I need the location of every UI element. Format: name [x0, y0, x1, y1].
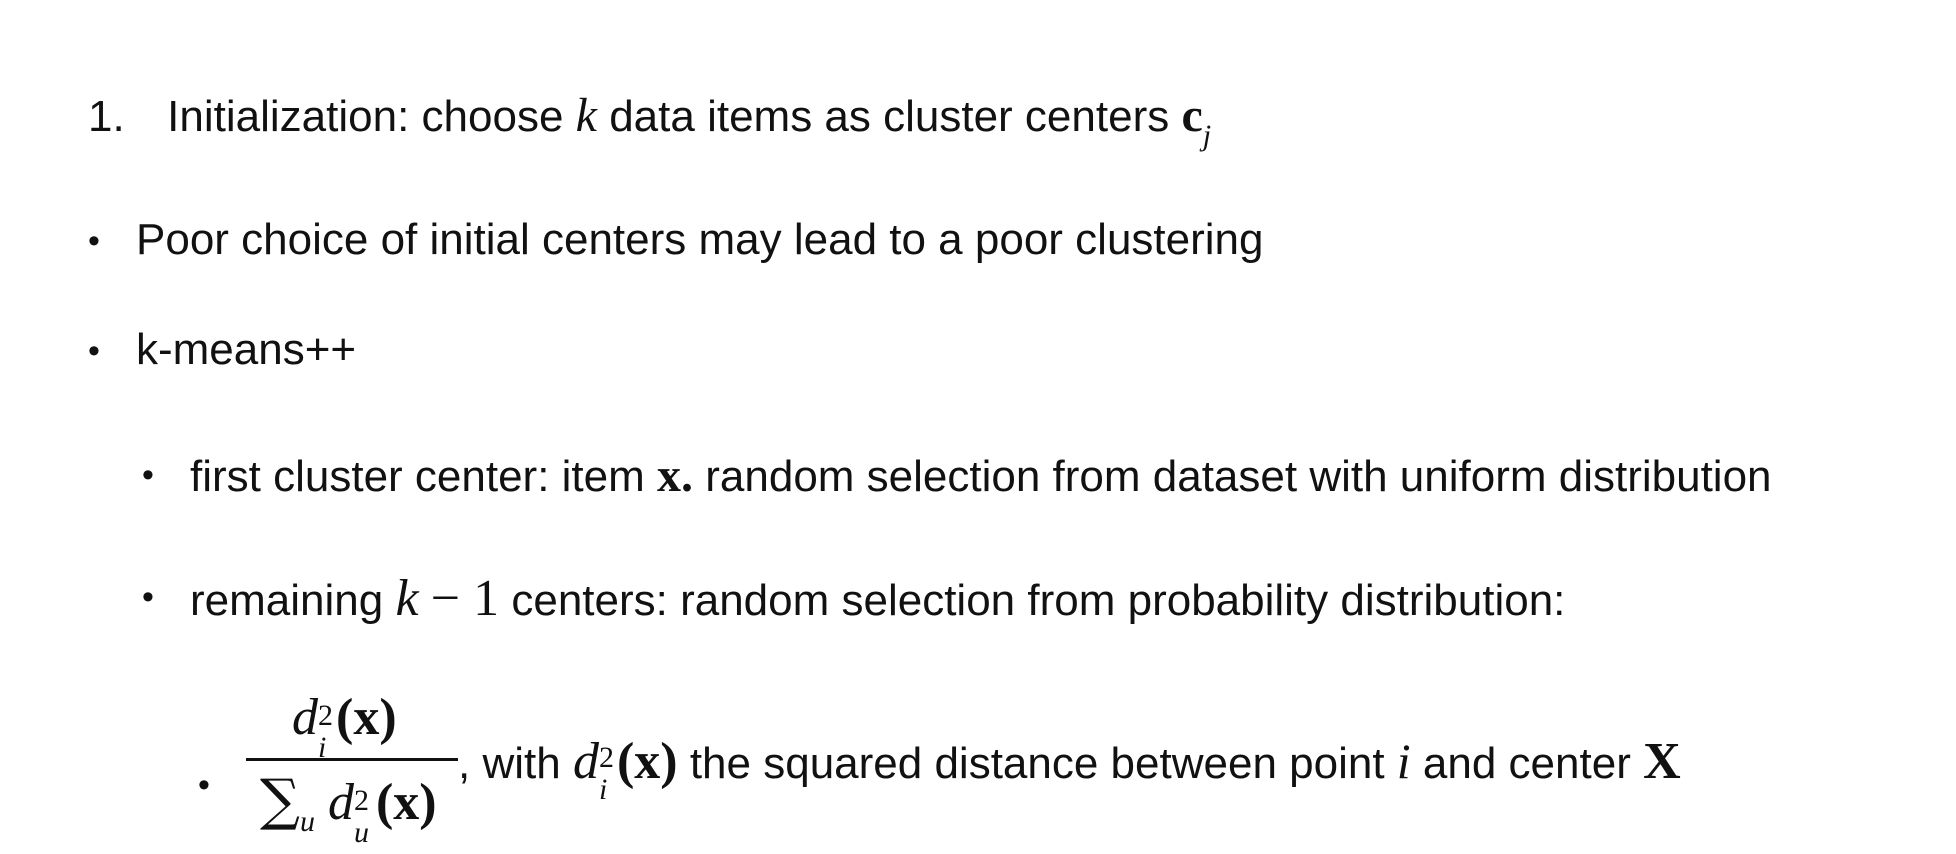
sum-subscript: u	[299, 805, 315, 838]
fraction-bar	[246, 758, 458, 761]
bullet-icon: •	[198, 766, 210, 804]
item-x-symbol: x.	[657, 449, 694, 502]
denominator-subscript: u	[353, 816, 369, 849]
numerator-subscript: i	[318, 731, 327, 764]
bullet-icon: •	[88, 222, 100, 260]
denominator-superscript: 2	[353, 784, 369, 817]
description-before: the squared distance between point	[689, 739, 1385, 788]
distance-superscript: 2	[598, 741, 614, 774]
variable-k: k	[395, 570, 419, 627]
bullet-icon: •	[142, 578, 154, 616]
distance-subscript: i	[598, 773, 608, 806]
first-center-text-before: first cluster center: item	[190, 452, 645, 501]
bullet-first-center: first cluster center: item x. random sel…	[190, 452, 1772, 500]
bullet-icon: •	[88, 332, 100, 370]
step-1-text-before: Initialization: choose	[167, 92, 564, 141]
first-center-text-after: random selection from dataset with unifo…	[705, 452, 1772, 501]
bullet-remaining-centers: remaining k − 1 centers: random selectio…	[190, 573, 1565, 625]
variable-k: k	[575, 89, 597, 142]
with-text: with	[482, 739, 561, 788]
bullet-icon: •	[142, 456, 154, 494]
sum-symbol: ∑	[260, 768, 300, 833]
description-middle: and center	[1422, 739, 1631, 788]
minus-one: − 1	[430, 570, 500, 627]
bullet-kmeans-pp: k-means++	[136, 325, 357, 374]
step-1-line: 1. Initialization: choose k data items a…	[88, 89, 1211, 151]
formula-description: , with d 2 i (x) the squared distance be…	[458, 733, 1681, 806]
remaining-text-before: remaining	[190, 576, 384, 625]
numerator-x: (x)	[336, 689, 397, 746]
point-i-symbol: i	[1396, 733, 1411, 789]
step-1-text-after: data items as cluster centers	[609, 92, 1170, 141]
formula-comma: ,	[458, 739, 471, 788]
remaining-text-after: centers: random selection from probabili…	[511, 576, 1566, 625]
fraction-denominator: ∑u d 2 u (x)	[260, 768, 437, 849]
denominator-x: (x)	[375, 774, 437, 831]
cluster-center-subscript: j	[1202, 119, 1212, 152]
distance-x: (x)	[616, 733, 678, 790]
bullet-poor-choice: Poor choice of initial centers may lead …	[136, 215, 1264, 264]
center-X-symbol: X	[1643, 733, 1681, 790]
numerator-superscript: 2	[318, 699, 333, 732]
step-number: 1.	[88, 92, 125, 141]
cluster-center-symbol: c	[1181, 89, 1203, 142]
fraction-numerator: d 2 i (x)	[292, 689, 397, 764]
